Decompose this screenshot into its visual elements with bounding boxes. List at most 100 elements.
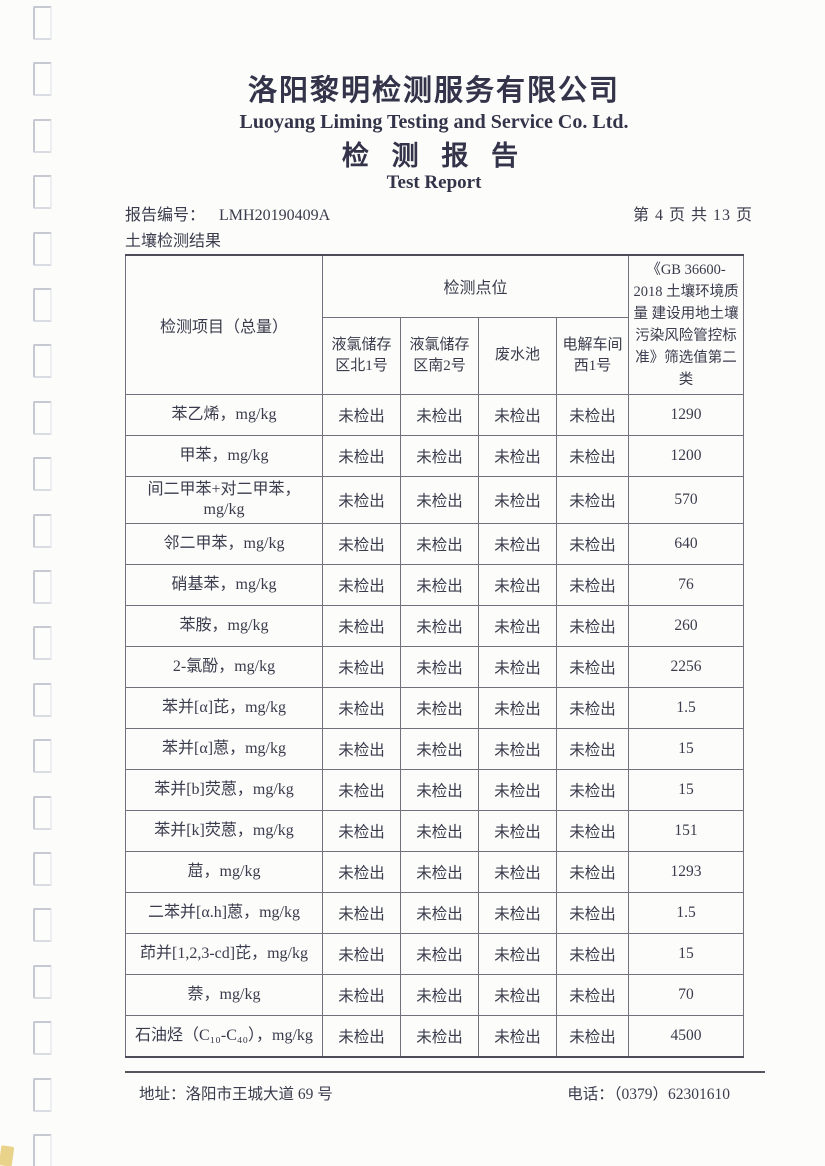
table-row: 邻二甲苯，mg/kg 未检出 未检出 未检出 未检出 640 — [125, 523, 745, 565]
result-cell: 未检出 — [478, 523, 557, 565]
analyte-cell: 甲苯，mg/kg — [125, 435, 323, 477]
binding-hole — [33, 1021, 52, 1056]
result-cell: 未检出 — [478, 769, 557, 811]
report-title-cn: 检 测 报 告 — [341, 141, 527, 171]
analyte-cell: 苯胺，mg/kg — [125, 605, 323, 647]
result-cell: 未检出 — [478, 974, 557, 1016]
analyte-cell: 䓛，mg/kg — [125, 851, 323, 893]
analyte-cell: 萘，mg/kg — [125, 974, 323, 1016]
result-cell: 未检出 — [400, 564, 479, 606]
column-header-item: 检测项目（总量） — [125, 254, 323, 395]
table-row: 苯乙烯，mg/kg 未检出 未检出 未检出 未检出 1290 — [125, 394, 745, 436]
result-cell: 未检出 — [322, 728, 401, 770]
result-cell: 未检出 — [555, 892, 630, 934]
binding-hole — [33, 288, 52, 322]
result-cell: 未检出 — [322, 974, 401, 1016]
binding-hole — [33, 795, 52, 830]
result-cell: 未检出 — [322, 1015, 401, 1057]
result-cell: 未检出 — [400, 646, 479, 688]
result-cell: 未检出 — [555, 435, 630, 477]
result-cell: 未检出 — [478, 933, 557, 975]
binding-hole — [33, 513, 52, 548]
binding-hole — [33, 175, 52, 210]
result-cell: 未检出 — [322, 769, 401, 811]
result-cell: 未检出 — [478, 605, 557, 647]
report-number-value: LMH20190409A — [219, 207, 331, 224]
result-cell: 未检出 — [400, 851, 479, 893]
company-name-cn: 洛阳黎明检测服务有限公司 — [247, 75, 620, 107]
analyte-cell: 石油烃（C₁₀-C₄₀），mg/kg — [125, 1015, 323, 1057]
result-cell: 未检出 — [400, 728, 479, 770]
footer-phone: 电话：（0379）62301610 — [567, 1086, 730, 1103]
page-footer: 地址：洛阳市王城大道 69 号 电话：（0379）62301610 — [125, 1071, 765, 1104]
binding-hole — [33, 682, 52, 717]
screening-value-cell: 2256 — [628, 646, 745, 688]
report-meta: 报告编号： LMH20190409A 第 4 页 共 13 页 — [125, 201, 752, 225]
result-cell: 未检出 — [478, 394, 557, 436]
result-cell: 未检出 — [322, 851, 401, 893]
screening-value-cell: 151 — [628, 810, 745, 852]
result-cell: 未检出 — [322, 476, 401, 524]
screening-value-cell: 1.5 — [628, 892, 745, 934]
report-number: 报告编号： LMH20190409A — [125, 201, 330, 225]
binding-hole — [33, 852, 52, 886]
table-row: 2-氯酚，mg/kg 未检出 未检出 未检出 未检出 2256 — [125, 646, 745, 688]
result-cell: 未检出 — [555, 687, 630, 729]
screening-value-cell: 15 — [628, 728, 745, 770]
company-name-en: Luoyang Liming Testing and Service Co. L… — [239, 111, 629, 133]
table-row: 萘，mg/kg 未检出 未检出 未检出 未检出 70 — [125, 974, 745, 1016]
analyte-cell: 苯并[k]荧蒽，mg/kg — [125, 810, 323, 852]
result-cell: 未检出 — [555, 810, 630, 852]
result-cell: 未检出 — [478, 810, 557, 852]
result-cell: 未检出 — [322, 523, 401, 565]
table-header-row-2: 液氯储存区北1号 液氯储存区南2号 废水池 电解车间西1号 — [126, 316, 744, 396]
table-header-row-1: 检测项目（总量） 检测点位 《GB 36600-2018 土壤环境质量 建设用地… — [125, 254, 745, 395]
table-row: 硝基苯，mg/kg 未检出 未检出 未检出 未检出 76 — [125, 564, 745, 606]
report-content: 洛阳黎明检测服务有限公司 Luoyang Liming Testing and … — [125, 0, 752, 1058]
binding-hole — [33, 570, 52, 604]
result-cell: 未检出 — [400, 974, 479, 1016]
result-cell: 未检出 — [400, 769, 479, 811]
screening-value-cell: 640 — [628, 523, 745, 565]
column-header-point-3: 废水池 — [478, 316, 557, 396]
table-row: 石油烃（C₁₀-C₄₀），mg/kg 未检出 未检出 未检出 未检出 4500 — [125, 1015, 745, 1057]
result-cell: 未检出 — [400, 605, 479, 647]
result-cell: 未检出 — [555, 1015, 630, 1057]
screening-value-cell: 1293 — [628, 851, 745, 893]
screening-value-cell: 4500 — [628, 1015, 745, 1057]
result-cell: 未检出 — [322, 933, 401, 975]
result-cell: 未检出 — [555, 646, 630, 688]
table-row: 苯并[α]芘，mg/kg 未检出 未检出 未检出 未检出 1.5 — [125, 687, 745, 729]
screening-value-cell: 260 — [628, 605, 745, 647]
result-cell: 未检出 — [478, 476, 557, 524]
column-group-header-points: 检测点位 — [321, 254, 630, 318]
binding-hole — [33, 964, 52, 999]
column-header-point-4: 电解车间西1号 — [555, 316, 630, 396]
result-cell: 未检出 — [555, 523, 630, 565]
table-row: 茚并[1,2,3-cd]芘，mg/kg 未检出 未检出 未检出 未检出 15 — [125, 933, 745, 975]
table-row: 二苯并[α.h]蒽，mg/kg 未检出 未检出 未检出 未检出 1.5 — [125, 892, 745, 934]
result-cell: 未检出 — [478, 687, 557, 729]
section-title: 土壤检测结果 — [125, 233, 222, 250]
result-cell: 未检出 — [555, 974, 630, 1016]
result-cell: 未检出 — [322, 564, 401, 606]
result-cell: 未检出 — [478, 1015, 557, 1057]
binding-hole — [33, 908, 52, 943]
table-row: 苯并[b]荧蒽，mg/kg 未检出 未检出 未检出 未检出 15 — [125, 769, 745, 811]
result-cell: 未检出 — [322, 435, 401, 477]
binding-hole — [33, 231, 52, 266]
result-cell: 未检出 — [555, 769, 630, 811]
result-cell: 未检出 — [478, 851, 557, 893]
result-cell: 未检出 — [322, 687, 401, 729]
result-cell: 未检出 — [322, 605, 401, 647]
report-number-label: 报告编号： — [125, 207, 206, 224]
result-cell: 未检出 — [555, 476, 630, 524]
screening-value-cell: 76 — [628, 564, 745, 606]
analyte-cell: 苯并[α]芘，mg/kg — [125, 687, 323, 729]
result-cell: 未检出 — [555, 851, 630, 893]
result-cell: 未检出 — [400, 435, 479, 477]
binding-hole — [33, 6, 52, 40]
table-row: 苯并[k]荧蒽，mg/kg 未检出 未检出 未检出 未检出 151 — [125, 810, 745, 852]
binding-hole — [33, 626, 52, 661]
